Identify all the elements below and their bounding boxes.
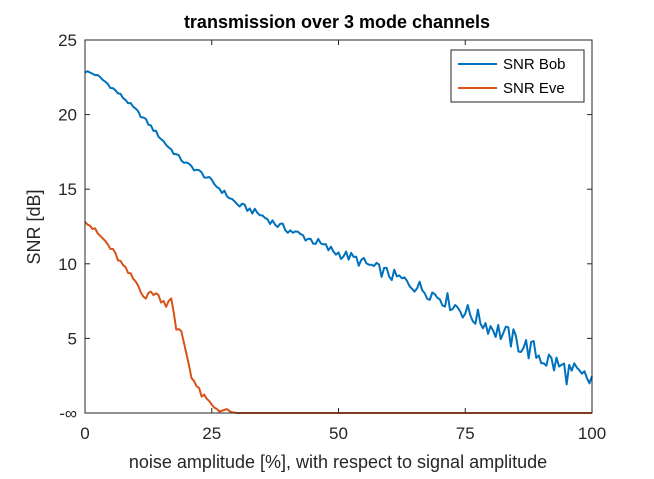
x-axis-title: noise amplitude [%], with respect to sig…: [129, 452, 547, 472]
legend-label-eve: SNR Eve: [503, 80, 565, 97]
y-tick-label: 15: [58, 180, 77, 199]
y-tick-label: -∞: [59, 404, 77, 423]
legend: SNR Bob SNR Eve: [450, 49, 585, 103]
x-tick-label: 50: [329, 424, 348, 443]
legend-box: [450, 49, 585, 103]
x-tick-label: 25: [202, 424, 221, 443]
chart-title: transmission over 3 mode channels: [184, 12, 490, 32]
y-tick-label: 10: [58, 255, 77, 274]
y-tick-label: 25: [58, 31, 77, 50]
y-tick-label: 20: [58, 106, 77, 125]
legend-label-bob: SNR Bob: [503, 56, 566, 73]
y-tick-label: 5: [68, 329, 77, 348]
x-tick-label: 100: [578, 424, 606, 443]
x-tick-label: 75: [456, 424, 475, 443]
y-axis-title: SNR [dB]: [24, 189, 44, 264]
ticks-layer: 0 25 50 75 100 -∞ 5 10 15 20 25: [58, 31, 606, 443]
x-tick-label: 0: [80, 424, 89, 443]
series-line-snr-bob: [84, 70, 593, 386]
